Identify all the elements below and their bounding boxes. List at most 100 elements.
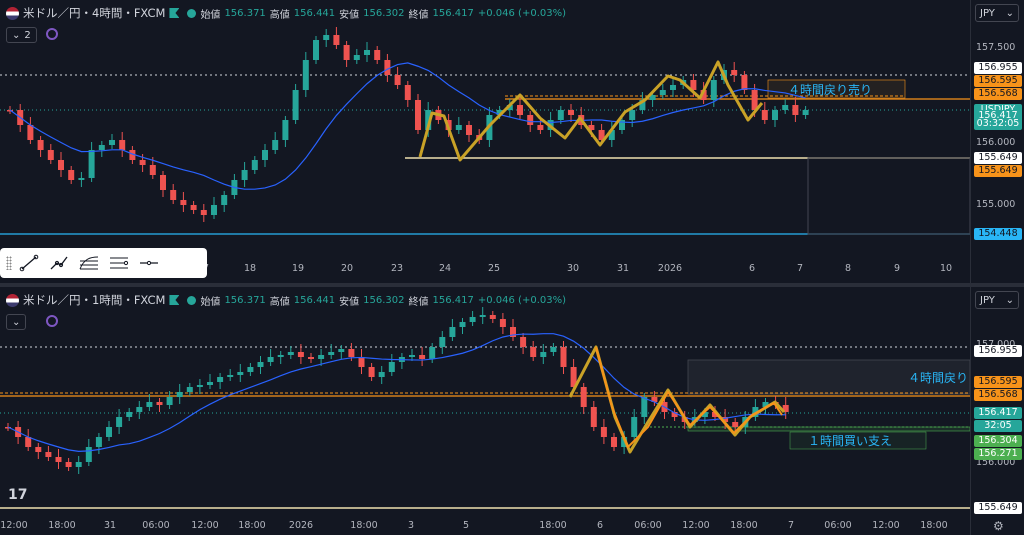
candle bbox=[374, 50, 381, 60]
price-label: 154.448 bbox=[974, 228, 1022, 240]
candle bbox=[7, 110, 13, 112]
ray-icon[interactable] bbox=[46, 252, 72, 274]
candle bbox=[149, 165, 156, 175]
candle bbox=[404, 85, 411, 100]
candle bbox=[75, 462, 82, 467]
pane-divider[interactable] bbox=[0, 283, 1024, 287]
time-tick: 06:00 bbox=[634, 520, 662, 531]
low-value: 156.302 bbox=[363, 7, 405, 19]
price-tick: 157.500 bbox=[976, 42, 1016, 53]
time-tick: 18:00 bbox=[350, 520, 378, 531]
candle bbox=[85, 447, 92, 462]
candle bbox=[45, 452, 52, 457]
candle bbox=[762, 402, 769, 407]
candle bbox=[282, 120, 289, 140]
candle bbox=[217, 377, 224, 382]
price-plot-4h[interactable] bbox=[0, 0, 970, 283]
candle bbox=[180, 200, 187, 205]
chevron-down-icon: ⌄ bbox=[1005, 294, 1014, 306]
price-label: 155.649 bbox=[974, 165, 1022, 177]
candle bbox=[469, 317, 476, 322]
candle bbox=[47, 150, 54, 160]
candle bbox=[257, 362, 264, 367]
tradingview-logo[interactable]: 17 bbox=[8, 487, 28, 503]
price-tick: 156.000 bbox=[976, 457, 1016, 468]
candle bbox=[489, 315, 496, 319]
time-tick: 2026 bbox=[288, 520, 314, 531]
candle bbox=[25, 437, 32, 447]
candle bbox=[333, 35, 340, 45]
candle bbox=[629, 110, 636, 120]
candle bbox=[196, 385, 203, 387]
candle bbox=[449, 327, 456, 337]
change-value: +0.046 (+0.03%) bbox=[477, 7, 567, 19]
candle bbox=[388, 362, 395, 372]
drag-handle-icon[interactable] bbox=[6, 256, 12, 270]
candle bbox=[272, 140, 279, 150]
candle bbox=[409, 355, 415, 357]
candle bbox=[262, 150, 268, 160]
candle bbox=[95, 437, 102, 447]
indicator-icon[interactable] bbox=[46, 28, 58, 40]
time-tick: 6 bbox=[596, 520, 604, 531]
time-tick: 18:00 bbox=[48, 520, 76, 531]
time-tick: 06:00 bbox=[824, 520, 852, 531]
candle bbox=[761, 110, 768, 120]
price-plot-1h[interactable] bbox=[0, 287, 970, 535]
candle bbox=[600, 427, 607, 437]
currency-select[interactable]: JPY ⌄ bbox=[975, 291, 1019, 309]
candle bbox=[701, 412, 708, 417]
fib-icon[interactable] bbox=[76, 252, 102, 274]
candle bbox=[649, 95, 656, 100]
candle bbox=[292, 90, 299, 120]
time-tick: 31 bbox=[103, 520, 117, 531]
chart-pane-4h[interactable]: 米ドル／円・4時間・FXCM 始値 156.371 高値 156.441 安値 156… bbox=[0, 0, 1024, 283]
time-tick: 18:00 bbox=[920, 520, 948, 531]
candle bbox=[641, 397, 648, 417]
horizontal-line-icon[interactable] bbox=[136, 252, 162, 274]
indicator-toggle[interactable]: ⌄ 2 bbox=[6, 27, 37, 43]
legend-header: 米ドル／円・1時間・FXCM 始値 156.371 高値 156.441 安値 156… bbox=[6, 292, 566, 308]
candle bbox=[211, 205, 217, 215]
candle bbox=[364, 50, 370, 55]
candle bbox=[237, 372, 244, 375]
candle bbox=[221, 195, 228, 205]
currency-select[interactable]: JPY ⌄ bbox=[975, 4, 1019, 22]
parallel-channel-icon[interactable] bbox=[106, 252, 132, 274]
candle bbox=[751, 90, 758, 110]
candle bbox=[455, 125, 462, 130]
candle bbox=[671, 412, 678, 417]
time-tick: 2026 bbox=[657, 263, 683, 274]
candle bbox=[176, 392, 183, 397]
price-label: 156.271 bbox=[974, 448, 1022, 460]
annotation-4h-sell: ４時間戻り売り bbox=[788, 83, 873, 97]
trend-line-icon[interactable] bbox=[16, 252, 42, 274]
time-tick: 5 bbox=[462, 520, 470, 531]
candle bbox=[302, 60, 309, 90]
candle bbox=[247, 367, 254, 372]
time-tick: 7 bbox=[796, 263, 804, 274]
chart-pane-1h[interactable]: 米ドル／円・1時間・FXCM 始値 156.371 高値 156.441 安値 156… bbox=[0, 287, 1024, 535]
symbol-title[interactable]: 米ドル／円・4時間・FXCM bbox=[23, 6, 166, 20]
candle bbox=[313, 40, 319, 60]
open-value: 156.371 bbox=[224, 7, 266, 19]
symbol-title[interactable]: 米ドル／円・1時間・FXCM bbox=[23, 293, 166, 307]
candle bbox=[479, 315, 486, 317]
candle bbox=[55, 457, 62, 462]
candle bbox=[378, 372, 385, 377]
price-label: 155.649 bbox=[974, 152, 1022, 164]
gear-icon[interactable]: ⚙ bbox=[993, 519, 1004, 533]
time-tick: 24 bbox=[438, 263, 452, 274]
candle bbox=[116, 417, 123, 427]
drawing-toolbar bbox=[0, 248, 207, 278]
price-label: 156.595 bbox=[974, 75, 1022, 87]
candle bbox=[700, 90, 707, 100]
indicator-toggle[interactable]: ⌄ bbox=[6, 314, 27, 330]
indicator-icon[interactable] bbox=[46, 315, 58, 327]
time-tick: 23 bbox=[390, 263, 404, 274]
chevron-down-icon: ⌄ bbox=[12, 29, 21, 41]
chevron-down-icon: ⌄ bbox=[12, 316, 21, 328]
candle bbox=[802, 110, 809, 115]
candle bbox=[297, 352, 304, 357]
candle bbox=[58, 160, 64, 170]
